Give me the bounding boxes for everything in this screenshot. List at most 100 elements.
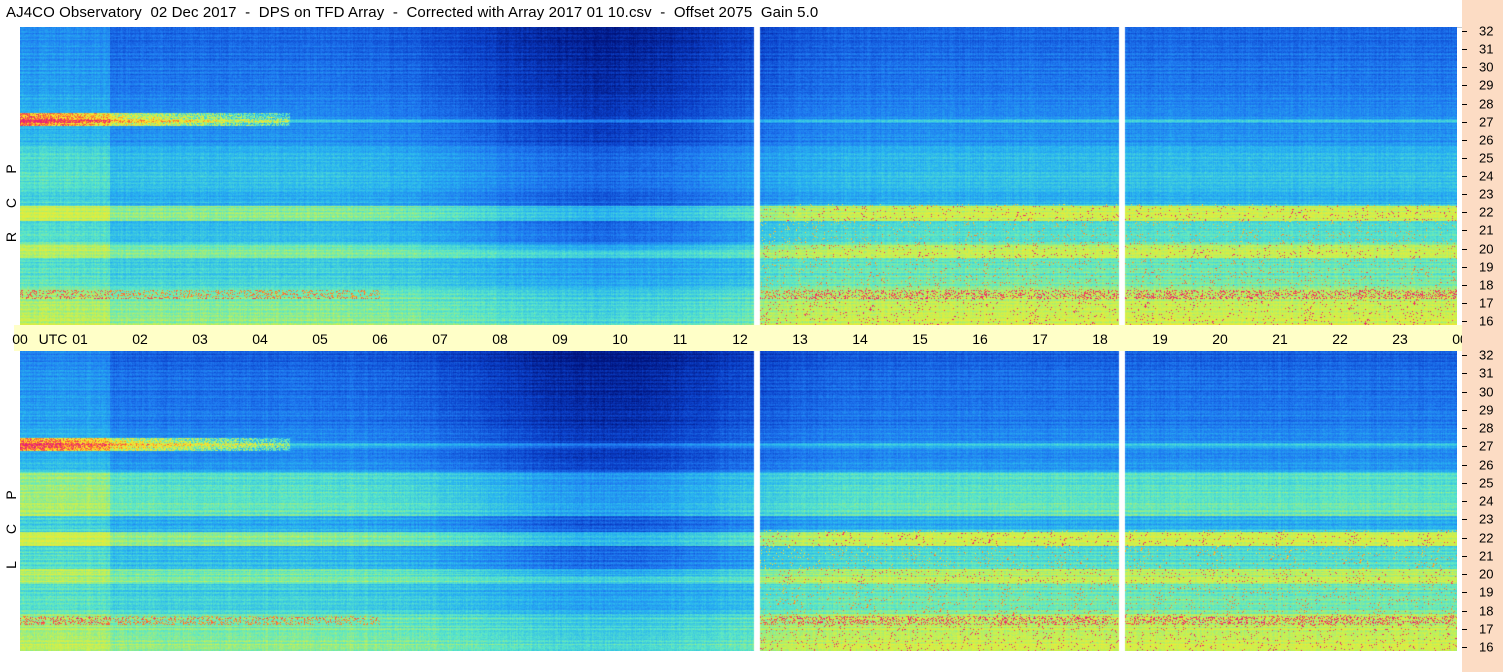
freq-tick-mark: [1462, 373, 1467, 375]
freq-tick-mark: [1462, 248, 1467, 250]
lcp-label-c: C: [3, 523, 19, 535]
freq-tick-mark: [1462, 555, 1467, 557]
freq-tick-label: 30: [1479, 384, 1494, 399]
freq-tick-label: 21: [1479, 548, 1494, 564]
time-axis: 00 UTC 01 02 03 04 05 06 07 08 09 10 11 12 13 14 15 16 17 1…: [12, 325, 1498, 351]
freq-tick-mark: [1462, 103, 1467, 105]
freq-tick-mark: [1462, 139, 1467, 141]
freq-tick-mark: [1462, 194, 1467, 196]
freq-tick-mark: [1462, 537, 1467, 539]
time-tick-label: 12: [732, 331, 748, 347]
freq-tick-mark: [1462, 176, 1467, 177]
freq-tick-mark: [1462, 284, 1467, 286]
title-bar: AJ4CO Observatory 02 Dec 2017 - DPS on T…: [0, 0, 1462, 28]
freq-tick-label: 23: [1479, 511, 1494, 527]
time-tick-label: 11: [672, 331, 688, 347]
freq-tick-label: 32: [1479, 23, 1494, 39]
freq-tick-mark: [1462, 574, 1467, 575]
freq-tick-mark: [1462, 428, 1467, 429]
freq-tick-mark: [1462, 592, 1467, 594]
time-tick-label: 17: [1032, 331, 1048, 347]
time-tick-label: UTC: [38, 331, 68, 347]
left-label-strip: P C R P C L: [0, 27, 20, 672]
frequency-axis: 32 31 30 29 28 27 26 25 24 23 22 21 20 19 18 17 16 32 31 30…: [1462, 0, 1503, 672]
time-tick-label: 19: [1152, 331, 1168, 347]
time-tick-label: 14: [852, 331, 868, 347]
freq-tick-label: 16: [1479, 313, 1494, 329]
time-tick-label: 07: [432, 331, 448, 347]
freq-tick-label: 27: [1479, 114, 1494, 130]
time-tick-label: 01: [72, 331, 88, 347]
freq-tick-mark: [1462, 121, 1467, 123]
freq-tick-mark: [1462, 355, 1467, 356]
time-tick-label: 06: [372, 331, 388, 347]
freq-tick-label: 22: [1479, 530, 1494, 545]
time-tick-label: 00: [12, 331, 28, 347]
time-tick-label: 18: [1092, 331, 1108, 347]
freq-tick-label: 23: [1479, 186, 1494, 202]
freq-tick-label: 29: [1479, 402, 1494, 418]
freq-tick-label: 30: [1479, 59, 1494, 75]
freq-tick-label: 31: [1479, 41, 1494, 57]
freq-tick-label: 20: [1479, 241, 1494, 256]
freq-tick-mark: [1462, 321, 1467, 322]
freq-tick-mark: [1462, 49, 1467, 51]
freq-tick-label: 29: [1479, 77, 1494, 93]
freq-tick-mark: [1462, 409, 1467, 411]
time-tick-label: 09: [552, 331, 568, 347]
time-tick-label: 13: [792, 331, 808, 347]
freq-tick-mark: [1462, 446, 1467, 448]
freq-tick-label: 28: [1479, 420, 1494, 436]
freq-tick-label: 26: [1479, 132, 1494, 148]
freq-tick-mark: [1462, 628, 1467, 630]
freq-tick-label: 17: [1479, 295, 1494, 311]
time-tick-label: 05: [312, 331, 328, 347]
freq-tick-mark: [1462, 610, 1467, 612]
time-tick-label: 16: [972, 331, 988, 347]
freq-tick-label: 24: [1479, 493, 1494, 509]
lcp-label-l: L: [3, 561, 19, 569]
freq-tick-mark: [1462, 464, 1467, 466]
time-tick-label: 23: [1392, 331, 1408, 347]
bottom-margin: [0, 651, 1462, 672]
freq-tick-label: 18: [1479, 277, 1494, 293]
time-tick-label: 20: [1212, 331, 1228, 347]
freq-tick-label: 25: [1479, 150, 1494, 166]
freq-tick-mark: [1462, 391, 1467, 393]
rcp-spectrogram: [20, 27, 1457, 325]
freq-tick-label: 27: [1479, 438, 1494, 454]
time-tick-label: 04: [252, 331, 268, 347]
time-tick-label: 22: [1332, 331, 1348, 347]
freq-tick-label: 26: [1479, 457, 1494, 472]
freq-tick-mark: [1462, 302, 1467, 304]
freq-tick-label: 22: [1479, 204, 1494, 220]
freq-tick-label: 28: [1479, 96, 1494, 111]
time-tick-label: 21: [1272, 331, 1288, 347]
freq-tick-label: 21: [1479, 222, 1494, 238]
freq-tick-mark: [1462, 31, 1467, 32]
freq-tick-mark: [1462, 266, 1467, 268]
rcp-label-c: C: [3, 197, 19, 209]
time-tick-label: 15: [912, 331, 928, 347]
freq-tick-label: 25: [1479, 475, 1494, 491]
freq-tick-label: 32: [1479, 347, 1494, 363]
freq-tick-mark: [1462, 67, 1467, 69]
freq-tick-mark: [1462, 212, 1467, 214]
freq-tick-mark: [1462, 647, 1467, 648]
freq-tick-label: 20: [1479, 566, 1494, 582]
freq-tick-label: 19: [1479, 584, 1494, 600]
time-tick-label: 03: [192, 331, 208, 347]
freq-tick-mark: [1462, 157, 1467, 159]
freq-tick-label: 16: [1479, 639, 1494, 655]
freq-tick-mark: [1462, 230, 1467, 232]
freq-tick-mark: [1462, 501, 1467, 502]
time-tick-label: 02: [132, 331, 148, 347]
chart-title: AJ4CO Observatory 02 Dec 2017 - DPS on T…: [6, 4, 819, 21]
freq-tick-label: 17: [1479, 621, 1494, 637]
freq-tick-label: 24: [1479, 168, 1494, 184]
rcp-label-r: R: [3, 231, 19, 243]
lcp-label-p: P: [3, 490, 19, 500]
time-tick-label: 10: [612, 331, 628, 347]
freq-tick-mark: [1462, 519, 1467, 521]
time-tick-label: 08: [492, 331, 508, 347]
